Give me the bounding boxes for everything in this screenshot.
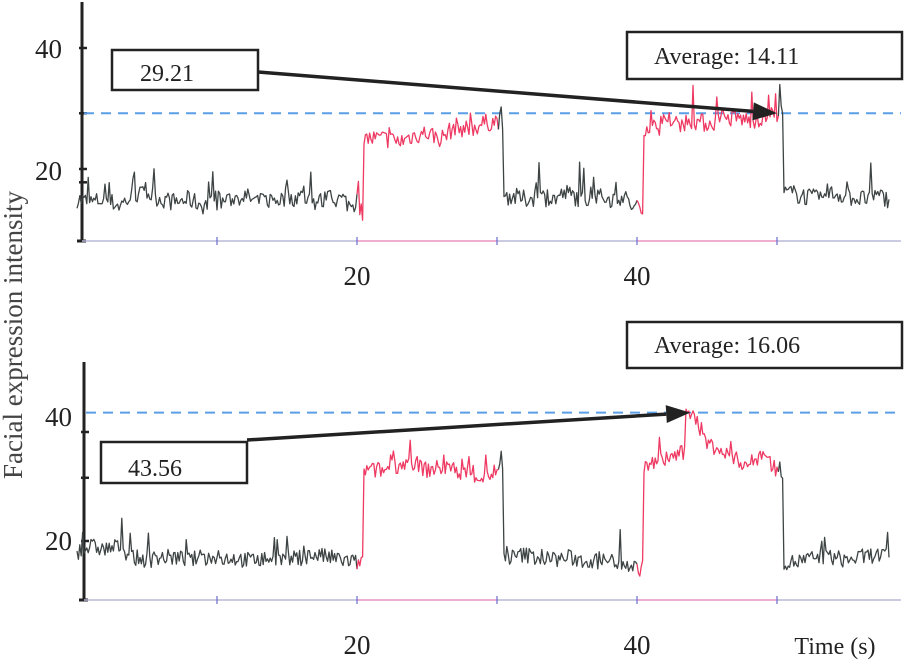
bottom-panel: 40 20 20 40 Time (s) 43.56 Average: 16.0… (45, 320, 904, 660)
baseline-series-line (777, 461, 890, 571)
average-callout: Average: 16.06 (625, 320, 904, 370)
stimulus-series-line (636, 408, 780, 577)
y-tick-label-40: 40 (45, 402, 72, 432)
peak-value-label: 29.21 (140, 61, 194, 87)
peak-arrow-head-icon (752, 102, 777, 121)
baseline-series-line (777, 83, 890, 209)
y-tick-label-20: 20 (35, 156, 62, 186)
average-box (625, 30, 904, 81)
baseline-series-line (497, 450, 638, 572)
peak-arrow-head-icon (665, 405, 691, 424)
peak-value-label: 43.56 (128, 456, 182, 482)
y-tick-label-20: 20 (45, 526, 72, 556)
y-tick-label-40: 40 (35, 34, 62, 64)
baseline-series-line (497, 106, 638, 211)
stimulus-series-line (356, 112, 500, 221)
stimulus-series-line (636, 84, 780, 215)
y-axis-label: Facial expression intensity (0, 191, 28, 479)
peak-arrow-line (257, 70, 754, 114)
x-tick-label-40: 40 (624, 261, 651, 291)
peak-value-box (99, 440, 249, 485)
average-label: Average: 16.06 (654, 333, 800, 359)
peak-callout: 43.56 (99, 440, 249, 485)
stimulus-series-line (356, 439, 499, 570)
peak-value-box (110, 48, 260, 92)
baseline-series-line (76, 517, 358, 570)
average-callout: Average: 14.11 (625, 30, 904, 81)
x-tick-label-20: 20 (344, 261, 371, 291)
x-axis-label: Time (s) (794, 634, 875, 660)
average-box (625, 320, 904, 370)
x-tick-label-40: 40 (624, 630, 651, 660)
peak-callout: 29.21 (110, 48, 260, 92)
baseline-series-line (76, 168, 358, 215)
top-panel: 40 20 20 40 29.21 Average: 14.11 (35, 2, 904, 291)
x-tick-label-20: 20 (344, 630, 371, 660)
peak-arrow-line (246, 412, 667, 442)
average-label: Average: 14.11 (654, 44, 799, 70)
